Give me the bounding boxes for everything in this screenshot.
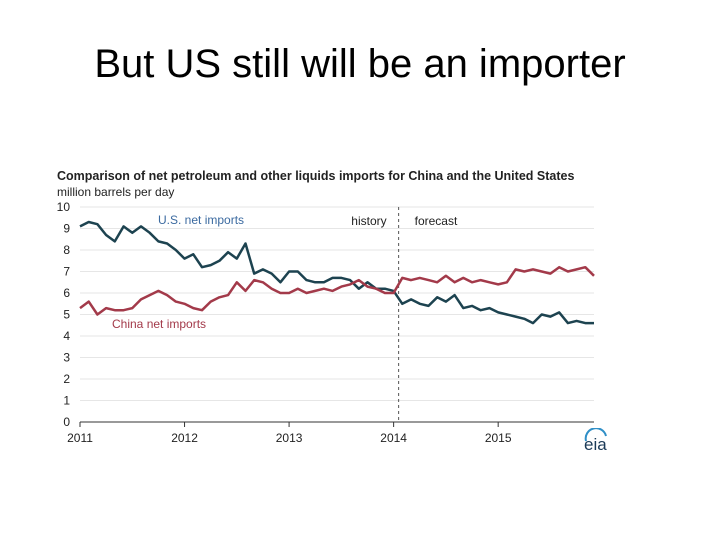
x-axis-ticks: 2011 2012 2013 2014 2015 <box>67 422 512 445</box>
x-tick-label: 2013 <box>276 431 303 445</box>
history-label: history <box>351 214 386 228</box>
y-tick-label: 6 <box>63 286 70 300</box>
eia-logo: eia <box>584 428 607 454</box>
y-tick-label: 5 <box>63 308 70 322</box>
y-tick-label: 9 <box>63 222 70 236</box>
eia-logo-text: eia <box>584 435 607 454</box>
y-tick-label: 0 <box>63 415 70 429</box>
y-tick-label: 7 <box>63 265 70 279</box>
series-line-us <box>79 220 594 325</box>
x-tick-label: 2012 <box>171 431 198 445</box>
gridlines <box>80 206 594 401</box>
chart-title: Comparison of net petroleum and other li… <box>57 169 575 183</box>
y-tick-label: 10 <box>57 200 71 214</box>
chart-subtitle: million barrels per day <box>57 185 175 199</box>
y-tick-label: 2 <box>63 372 70 386</box>
forecast-label: forecast <box>415 214 458 228</box>
y-tick-label: 4 <box>63 329 70 343</box>
x-tick-label: 2014 <box>380 431 407 445</box>
x-tick-label: 2015 <box>485 431 512 445</box>
slide-title: But US still will be an importer <box>94 42 626 86</box>
x-tick-label: 2011 <box>67 431 93 445</box>
y-tick-label: 3 <box>63 351 70 365</box>
series-line-china <box>79 265 595 316</box>
series-label-china: China net imports <box>112 317 206 331</box>
y-tick-label: 1 <box>63 394 70 408</box>
series-lines <box>79 220 595 325</box>
y-axis-ticks: 0 1 2 3 4 5 6 7 8 9 10 <box>57 200 71 429</box>
y-tick-label: 8 <box>63 243 70 257</box>
series-label-us: U.S. net imports <box>158 213 244 227</box>
